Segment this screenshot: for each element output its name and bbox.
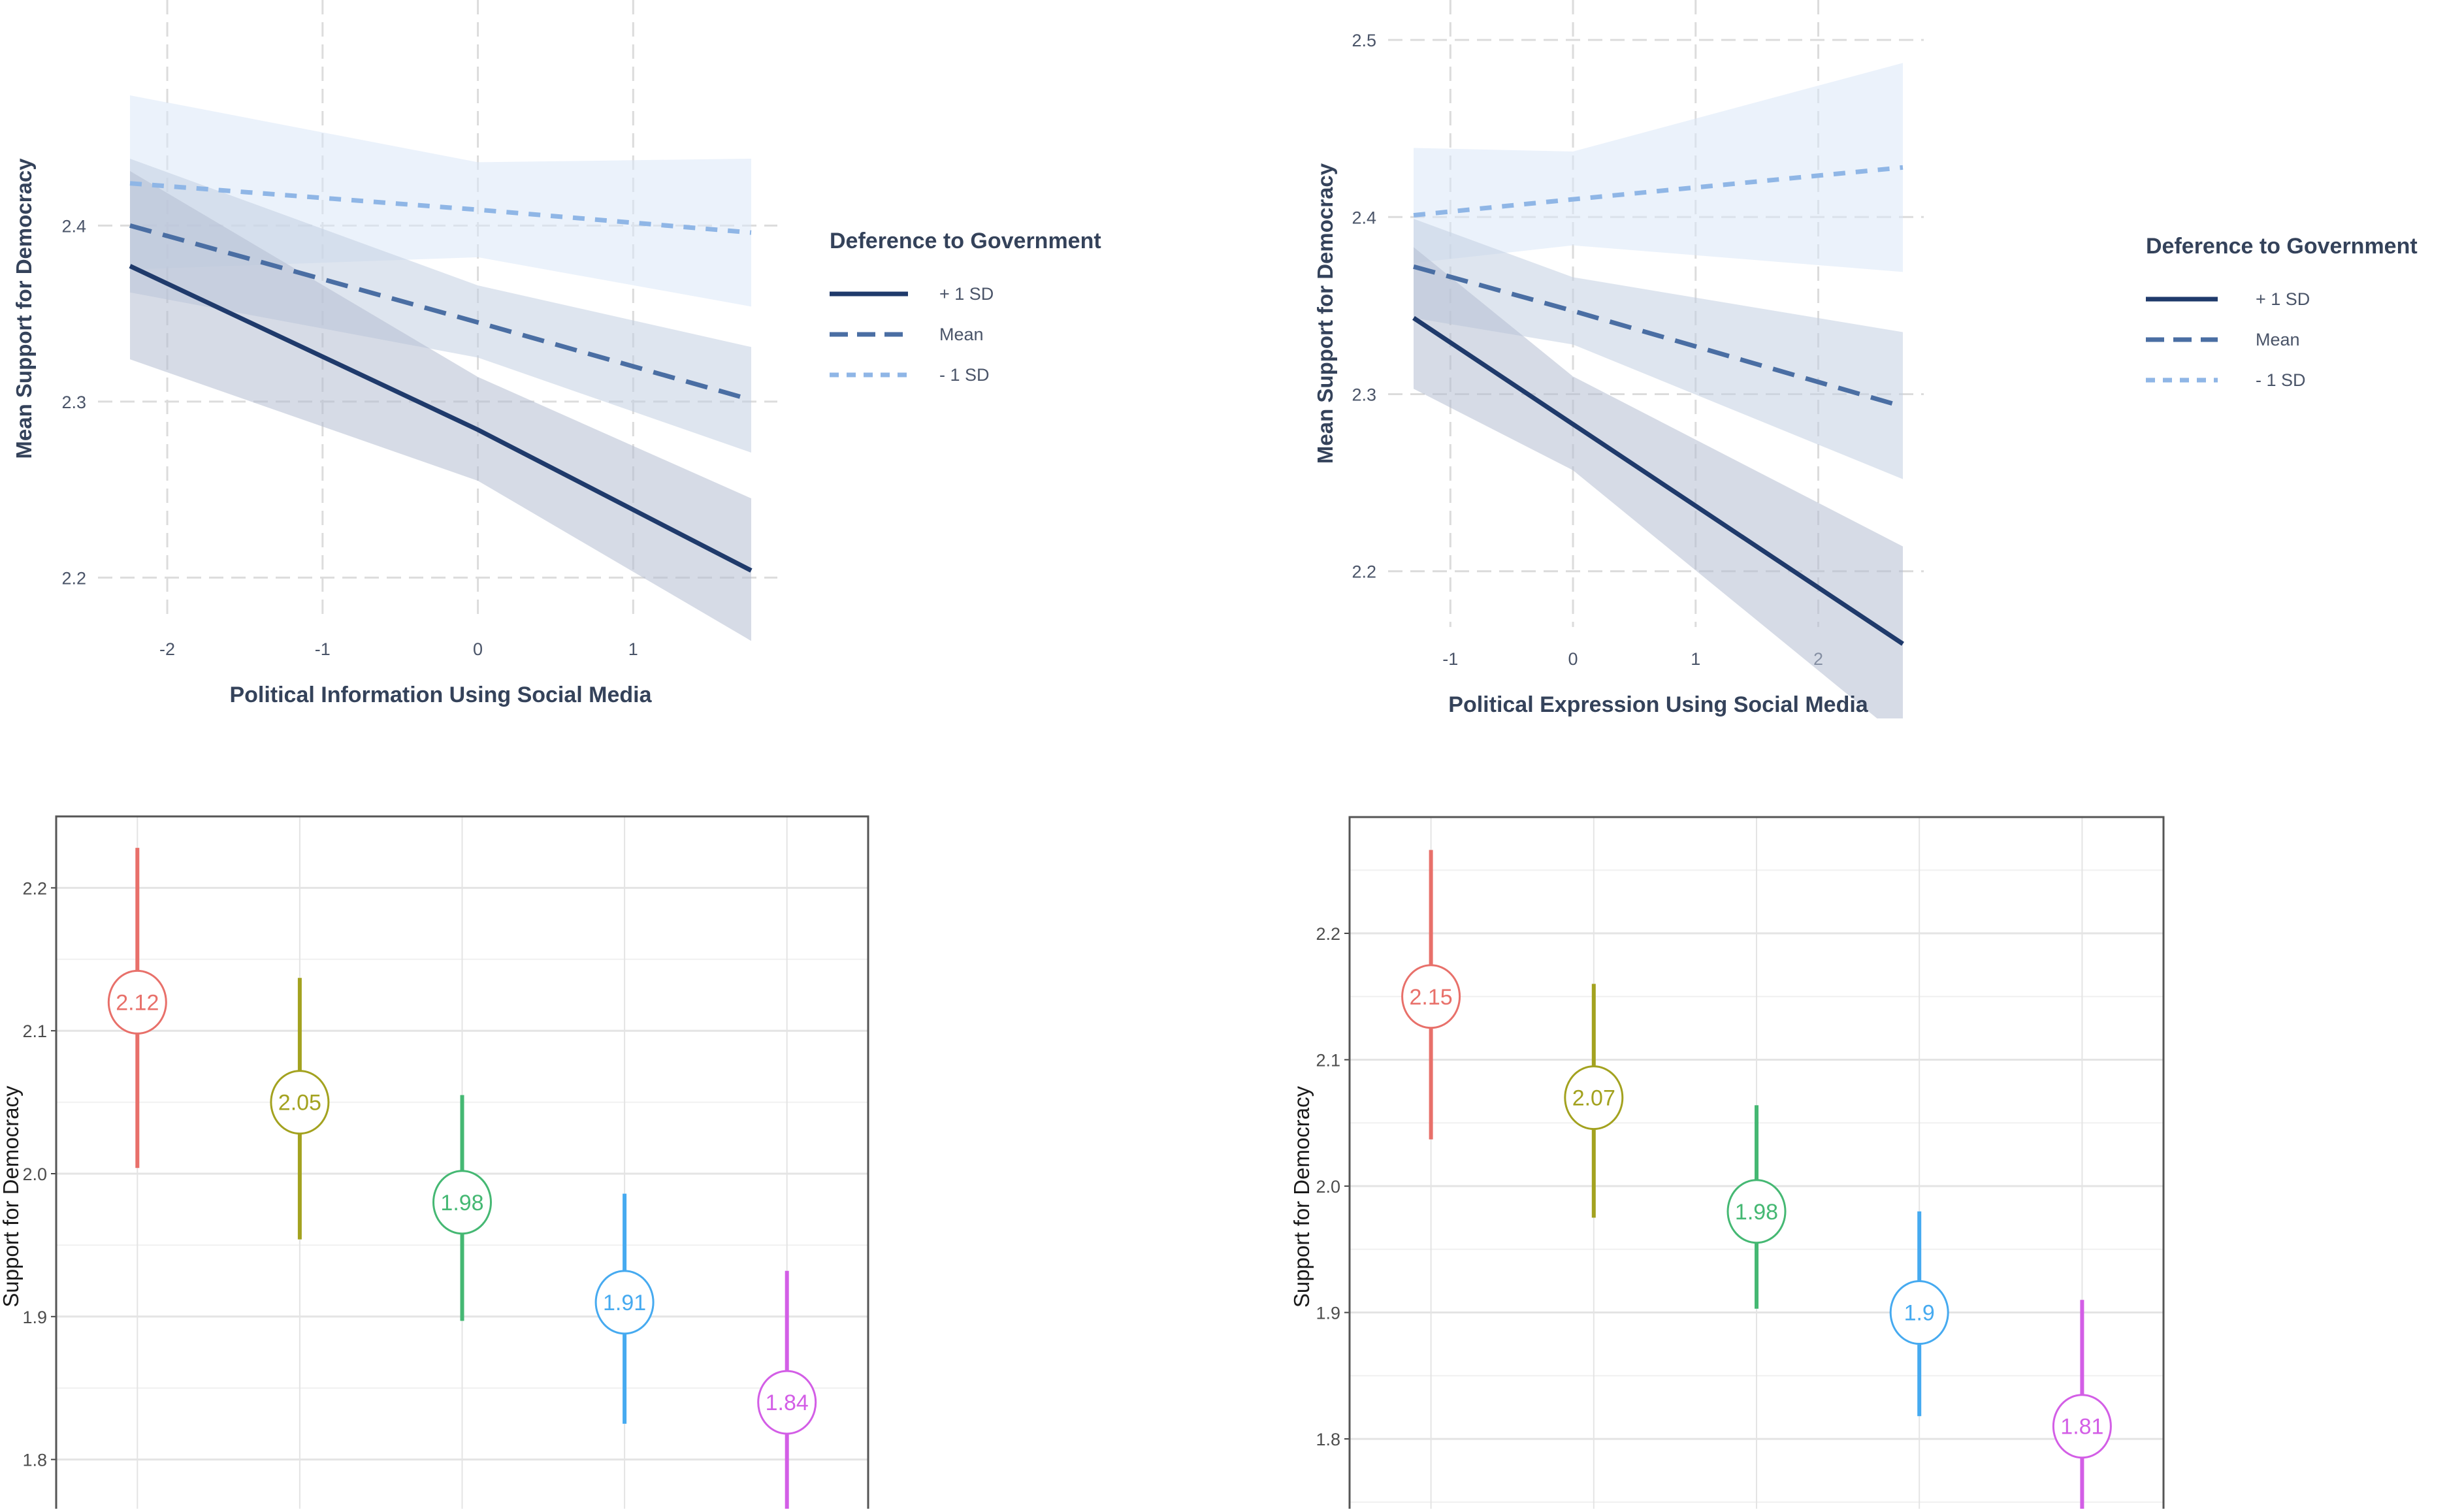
info-categories-panel: 1.81.92.02.12.22.12Never2.05Less than on…	[0, 784, 1176, 1512]
point-marker	[1401, 964, 1461, 1029]
data-label: 1.98	[1735, 1200, 1778, 1225]
y-tick-label: 2.0	[1316, 1177, 1340, 1197]
legend-key-dashed	[2146, 333, 2224, 346]
data-label: 1.84	[766, 1391, 809, 1415]
series-line	[129, 264, 753, 573]
confidence-band	[130, 170, 751, 641]
legend-title: Deference to Government	[2146, 234, 2418, 259]
expression-interaction-legend: Deference to Government + 1 SD Mean - 1 …	[2146, 234, 2418, 400]
data-label: 1.91	[603, 1291, 646, 1315]
point-marker	[1889, 1280, 1949, 1345]
y-tick-label: 2.3	[61, 393, 86, 412]
y-tick-label: 2.1	[22, 1021, 47, 1041]
point-marker	[1726, 1179, 1787, 1244]
x-tick-label: 0	[1568, 649, 1578, 669]
y-tick-label: 2.1	[1316, 1051, 1340, 1070]
y-axis-label: Mean Support for Democracy	[12, 158, 36, 459]
y-axis-label: Support for Democracy	[0, 1086, 23, 1308]
legend-label: - 1 SD	[939, 364, 990, 385]
point-marker	[594, 1270, 655, 1335]
y-tick-label: 2.2	[22, 878, 47, 898]
data-label: 1.98	[440, 1191, 483, 1215]
legend-key-dotted	[830, 368, 908, 381]
x-axis-label: Political Information Using Social Media	[229, 683, 652, 707]
data-label: 2.05	[278, 1091, 321, 1116]
legend-item-minus-1sd: - 1 SD	[830, 355, 1101, 395]
y-axis-label: Support for Democracy	[1289, 1086, 1314, 1308]
y-tick-label: 2.4	[61, 216, 86, 236]
point-marker	[1564, 1065, 1624, 1131]
y-tick-label: 2.4	[1352, 208, 1376, 227]
info-interaction-panel: 2.2 2.3 2.4 -2 -1 0 1 Political Information Usi…	[0, 0, 1280, 718]
expression-categories-panel: 1.71.81.92.02.12.22.15Never2.07Less than…	[1280, 784, 2447, 1512]
legend-label: + 1 SD	[2256, 289, 2310, 309]
x-tick-label: -2	[159, 639, 175, 659]
legend-key-solid	[2146, 293, 2224, 306]
plot-border	[55, 815, 869, 1512]
y-tick-label: 2.2	[1352, 562, 1376, 582]
data-label: 2.12	[116, 990, 159, 1015]
legend-item-minus-1sd: - 1 SD	[2146, 360, 2418, 400]
confidence-band	[1414, 63, 1903, 272]
x-tick-label: 1	[628, 639, 638, 659]
info-interaction-chart: 2.2 2.3 2.4 -2 -1 0 1 Political Information Usi…	[12, 0, 777, 707]
point-marker	[107, 969, 167, 1035]
x-tick-label: 0	[473, 639, 483, 659]
y-axis-label: Mean Support for Democracy	[1313, 163, 1337, 464]
legend-item-plus-1sd: + 1 SD	[2146, 279, 2418, 319]
legend-label: - 1 SD	[2256, 370, 2306, 390]
legend-label: Mean	[2256, 329, 2300, 349]
x-axis-label: Political Expression Using Social Media	[1448, 692, 1869, 717]
point-marker	[432, 1170, 492, 1235]
legend-key-dashed	[830, 328, 908, 341]
legend-title: Deference to Government	[830, 229, 1101, 253]
x-tick-label: -1	[1442, 649, 1458, 669]
legend-item-plus-1sd: + 1 SD	[830, 274, 1101, 314]
legend-item-mean: Mean	[2146, 319, 2418, 360]
expression-categories-chart: 1.71.81.92.02.12.22.15Never2.07Less than…	[1289, 816, 2165, 1512]
data-label: 1.9	[1904, 1301, 1935, 1326]
legend-label: + 1 SD	[939, 283, 994, 304]
confidence-band	[1414, 218, 1903, 479]
y-tick-label: 1.9	[1316, 1304, 1340, 1323]
data-label: 2.15	[1410, 985, 1453, 1010]
legend-key-dotted	[2146, 374, 2224, 387]
info-categories-chart: 1.81.92.02.12.22.12Never2.05Less than on…	[0, 815, 869, 1512]
x-tick-label: -1	[315, 639, 331, 659]
y-tick-label: 2.3	[1352, 385, 1376, 404]
series-line	[1413, 264, 1904, 409]
data-label: 1.81	[2060, 1415, 2103, 1440]
legend-label: Mean	[939, 324, 984, 344]
expression-interaction-panel: 2.12.22.32.42.5-1012Political Expression…	[1293, 0, 2447, 759]
y-tick-label: 2.2	[1316, 924, 1340, 944]
confidence-band	[1414, 247, 1903, 740]
info-interaction-legend: Deference to Government + 1 SD Mean - 1 …	[830, 229, 1101, 395]
y-tick-label: 2.0	[22, 1165, 47, 1184]
series-line	[129, 181, 752, 235]
x-tick-label: 1	[1691, 649, 1700, 669]
point-marker	[2052, 1394, 2112, 1459]
series-line	[1413, 165, 1904, 218]
y-tick-label: 1.8	[22, 1451, 47, 1470]
y-tick-label: 1.9	[22, 1308, 47, 1327]
data-label: 2.07	[1572, 1086, 1615, 1111]
y-tick-label: 2.5	[1352, 31, 1376, 50]
confidence-band	[130, 158, 751, 453]
plot-border	[1348, 816, 2165, 1512]
point-marker	[757, 1370, 817, 1435]
legend-item-mean: Mean	[830, 314, 1101, 355]
legend-key-solid	[830, 287, 908, 300]
series-line	[129, 223, 752, 402]
series-line	[1412, 315, 1904, 646]
point-marker	[270, 1070, 330, 1135]
y-tick-label: 1.8	[1316, 1430, 1340, 1449]
y-tick-label: 2.2	[61, 568, 86, 588]
